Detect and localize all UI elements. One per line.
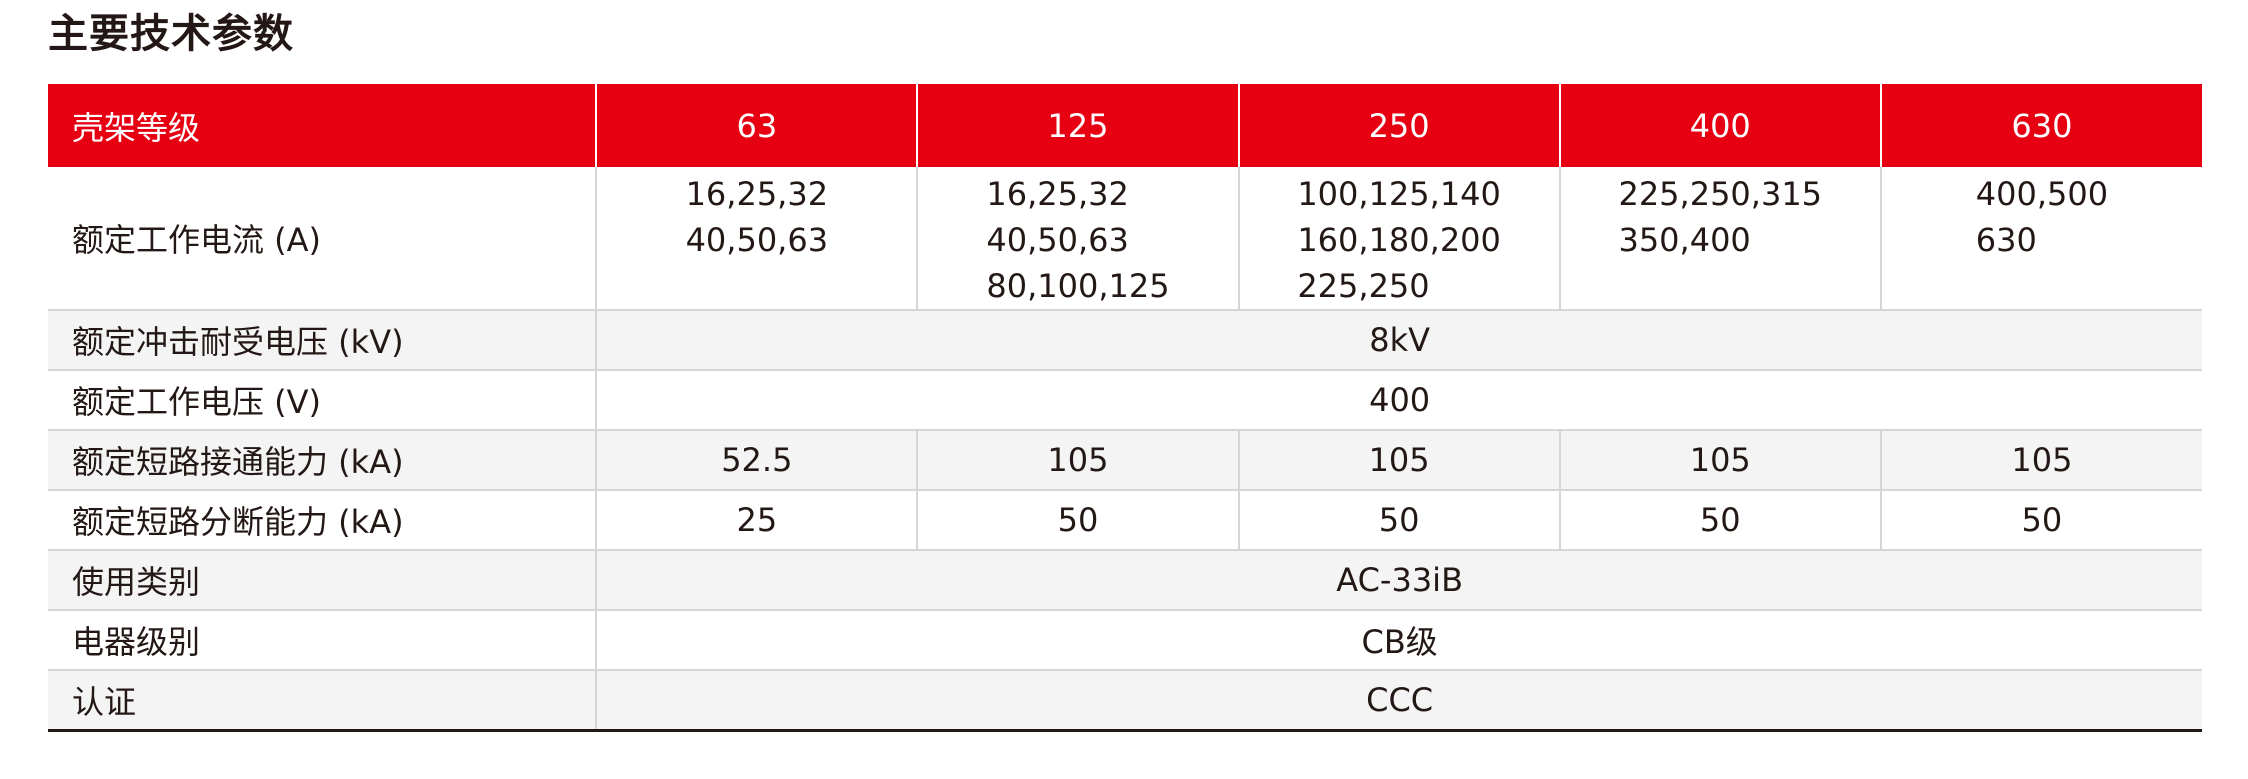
cell: 225,250,315 350,400 <box>1558 167 1881 311</box>
cell-value: 16,25,32 40,50,63 <box>685 175 829 259</box>
cell-value: 225,250,315 350,400 <box>1618 175 1823 259</box>
row-operating-voltage: 额定工作电压 (V) 400 <box>48 370 2202 431</box>
cell-value: 105 <box>1879 430 2202 491</box>
header-cell-63: 63 <box>595 84 918 167</box>
cell-value: 105 <box>1237 430 1560 491</box>
row-breaking-capacity: 额定短路分断能力 (kA) 25 50 50 50 50 <box>48 490 2202 551</box>
cell-value: 400 <box>595 370 2202 431</box>
cell: 100,125,140 160,180,200 225,250 <box>1237 167 1560 311</box>
row-making-capacity: 额定短路接通能力 (kA) 52.5 105 105 105 105 <box>48 430 2202 491</box>
row-impulse-voltage: 额定冲击耐受电压 (kV) 8kV <box>48 310 2202 371</box>
row-label: 额定短路分断能力 (kA) <box>48 490 597 551</box>
header-cell-250: 250 <box>1237 84 1560 167</box>
cell-value: AC-33iB <box>595 550 2202 611</box>
row-label: 电器级别 <box>48 610 597 671</box>
cell: 16,25,32 40,50,63 80,100,125 <box>916 167 1239 311</box>
cell-value: 50 <box>1558 490 1881 551</box>
cell: 16,25,32 40,50,63 <box>595 167 918 311</box>
row-utilization-category: 使用类别 AC-33iB <box>48 550 2202 611</box>
cell: 400,500 630 <box>1879 167 2202 311</box>
cell-value: CB级 <box>595 610 2202 671</box>
row-rated-current: 额定工作电流 (A) 16,25,32 40,50,63 16,25,32 40… <box>48 167 2202 311</box>
row-label: 额定工作电流 (A) <box>48 167 597 311</box>
cell-value: 400,500 630 <box>1975 175 2109 259</box>
row-label: 额定冲击耐受电压 (kV) <box>48 310 597 371</box>
page-title: 主要技术参数 <box>48 11 294 57</box>
cell-value: 100,125,140 160,180,200 225,250 <box>1297 175 1501 305</box>
row-label: 额定短路接通能力 (kA) <box>48 430 597 491</box>
cell-value: 50 <box>1237 490 1560 551</box>
cell-value: 50 <box>916 490 1239 551</box>
cell-value: 16,25,32 40,50,63 80,100,125 <box>986 175 1170 305</box>
header-row: 壳架等级 63 125 250 400 630 <box>48 84 2202 167</box>
row-appliance-class: 电器级别 CB级 <box>48 610 2202 671</box>
cell-value: 8kV <box>595 310 2202 371</box>
row-certification: 认证 CCC <box>48 670 2202 732</box>
row-label: 额定工作电压 (V) <box>48 370 597 431</box>
cell-value: 105 <box>916 430 1239 491</box>
row-label: 使用类别 <box>48 550 597 611</box>
row-label: 认证 <box>48 670 597 732</box>
cell-value: 50 <box>1879 490 2202 551</box>
header-cell-400: 400 <box>1558 84 1881 167</box>
cell-value: CCC <box>595 670 2202 732</box>
cell-value: 105 <box>1558 430 1881 491</box>
header-cell-125: 125 <box>916 84 1239 167</box>
header-cell-630: 630 <box>1879 84 2202 167</box>
cell-value: 25 <box>595 490 918 551</box>
cell-value: 52.5 <box>595 430 918 491</box>
header-cell-frame-grade: 壳架等级 <box>48 84 597 167</box>
spec-table: 壳架等级 63 125 250 400 630 额定工作电流 (A) 16,25… <box>48 84 2202 732</box>
